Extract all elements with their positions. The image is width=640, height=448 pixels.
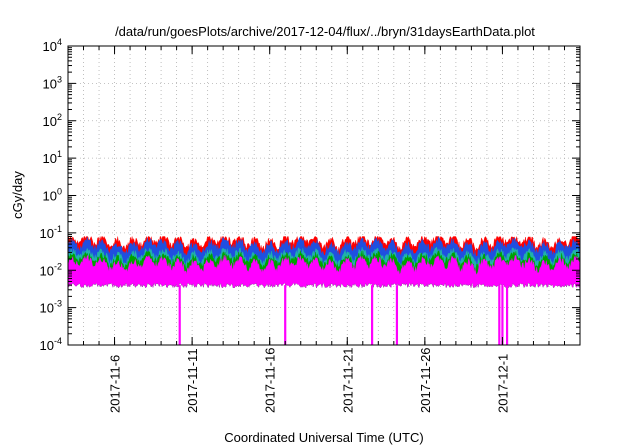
y-tick-label: 10-4 (40, 336, 62, 353)
x-tick-label: 2017-11-26 (418, 347, 433, 413)
y-tick-label: 104 (43, 37, 62, 54)
x-tick-label: 2017-11-6 (108, 355, 123, 413)
y-tick-label: 10-1 (40, 224, 62, 241)
x-tick-label: 2017-12-1 (495, 354, 510, 413)
x-axis-label: Coordinated Universal Time (UTC) (224, 430, 423, 445)
y-tick-label: 10-3 (40, 299, 62, 316)
y-tick-label: 100 (43, 187, 62, 204)
y-axis-label: cGy/day (10, 171, 25, 219)
y-tick-label: 101 (43, 149, 62, 166)
x-tick-label: 2017-11-11 (185, 348, 200, 413)
y-tick-label: 103 (43, 74, 62, 91)
chart-title: /data/run/goesPlots/archive/2017-12-04/f… (115, 24, 535, 39)
y-axis: 10-4 10-3 10-2 10-1 100 101 102 103 104 (40, 37, 580, 353)
y-tick-label: 10-2 (40, 261, 62, 278)
x-tick-label: 2017-11-16 (263, 347, 278, 413)
x-tick-label: 2017-11-21 (340, 347, 355, 413)
x-axis: 2017-11-6 2017-11-11 2017-11-16 2017-11-21 2… (67, 46, 581, 413)
y-tick-label: 102 (43, 112, 62, 129)
series-layer (67, 235, 581, 345)
